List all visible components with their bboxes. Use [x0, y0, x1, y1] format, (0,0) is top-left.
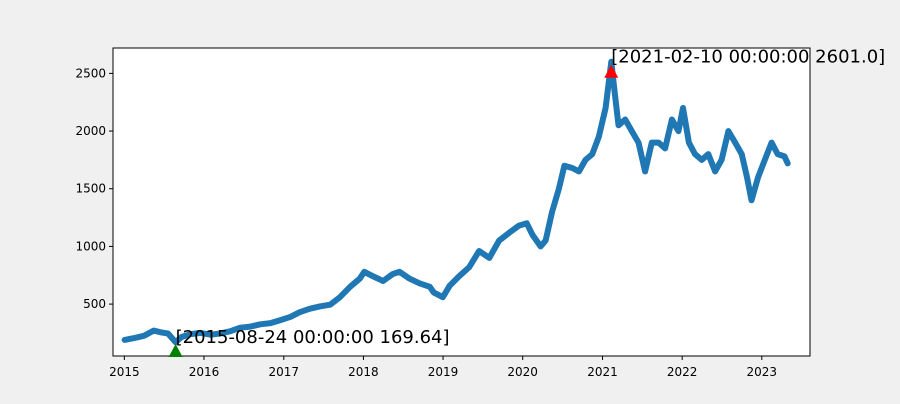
plot-area: 2015 2016 2017 2018 2019 2020 2021 2022 2023 500 1… — [75, 47, 885, 379]
x-tick-label-7: 2022 — [667, 365, 698, 379]
y-tick-label-3: 2000 — [75, 124, 106, 138]
y-tick-label-0: 500 — [83, 297, 106, 311]
x-tick-label-4: 2019 — [428, 365, 459, 379]
y-tick-label-2: 1500 — [75, 182, 106, 196]
x-tick-label-1: 2016 — [189, 365, 220, 379]
annotation-label-1: [2015-08-24 00:00:00 169.64] — [176, 327, 450, 348]
annotation-label-0: [2021-02-10 00:00:00 2601.0] — [611, 47, 885, 68]
series-line-0 — [121, 58, 791, 346]
y-tick-label-4: 2500 — [75, 66, 106, 80]
x-tick-label-5: 2020 — [507, 365, 538, 379]
x-tick-label-3: 2018 — [348, 365, 379, 379]
annotation-marker-0 — [604, 64, 619, 78]
x-tick-label-8: 2023 — [747, 365, 778, 379]
x-tick-label-6: 2021 — [587, 365, 618, 379]
axes-frame — [112, 47, 811, 357]
annotation-marker-1 — [168, 344, 183, 357]
x-tick-label-2: 2017 — [269, 365, 300, 379]
y-tick-label-1: 1000 — [75, 239, 106, 253]
axes-background — [113, 48, 810, 356]
x-tick-label-0: 2015 — [109, 365, 140, 379]
